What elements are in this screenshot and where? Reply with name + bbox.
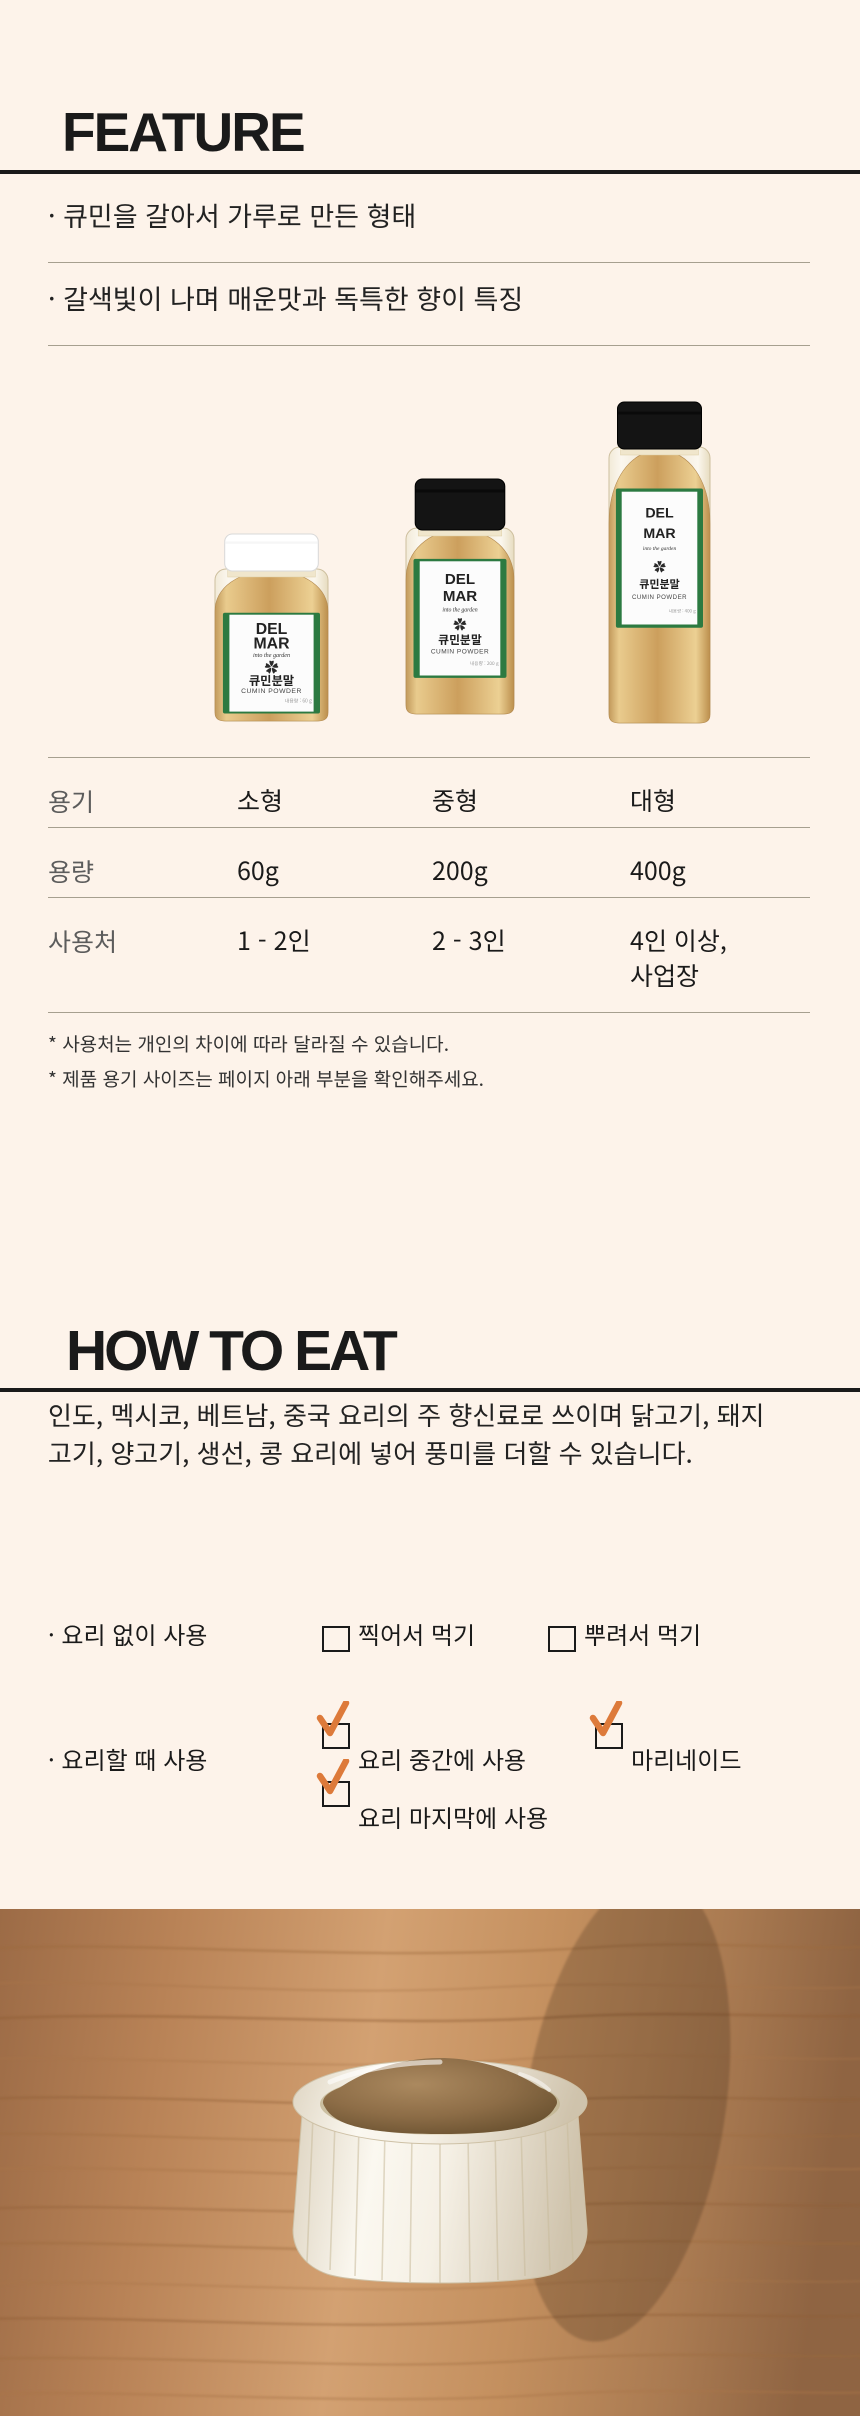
svg-text:MAR: MAR: [643, 526, 675, 542]
svg-text:내용량 : 60 g: 내용량 : 60 g: [285, 697, 312, 704]
svg-text:큐민분말: 큐민분말: [639, 576, 679, 592]
svg-text:내용량 : 400 g: 내용량 : 400 g: [669, 609, 696, 615]
svg-text:into the garden: into the garden: [442, 607, 477, 613]
svg-text:내용량 : 200 g: 내용량 : 200 g: [470, 661, 499, 667]
svg-text:CUMIN POWDER: CUMIN POWDER: [431, 649, 489, 656]
svg-text:MAR: MAR: [254, 636, 291, 653]
svg-text:큐민분말: 큐민분말: [438, 631, 482, 648]
svg-text:DEL: DEL: [645, 506, 674, 522]
svg-text:DEL: DEL: [445, 571, 475, 588]
svg-text:CUMIN POWDER: CUMIN POWDER: [632, 594, 687, 601]
svg-text:CUMIN POWDER: CUMIN POWDER: [241, 688, 302, 695]
svg-text:MAR: MAR: [443, 588, 477, 605]
svg-text:✿: ✿: [653, 556, 666, 575]
svg-text:into the garden: into the garden: [643, 546, 677, 552]
svg-text:큐민분말: 큐민분말: [249, 671, 294, 689]
